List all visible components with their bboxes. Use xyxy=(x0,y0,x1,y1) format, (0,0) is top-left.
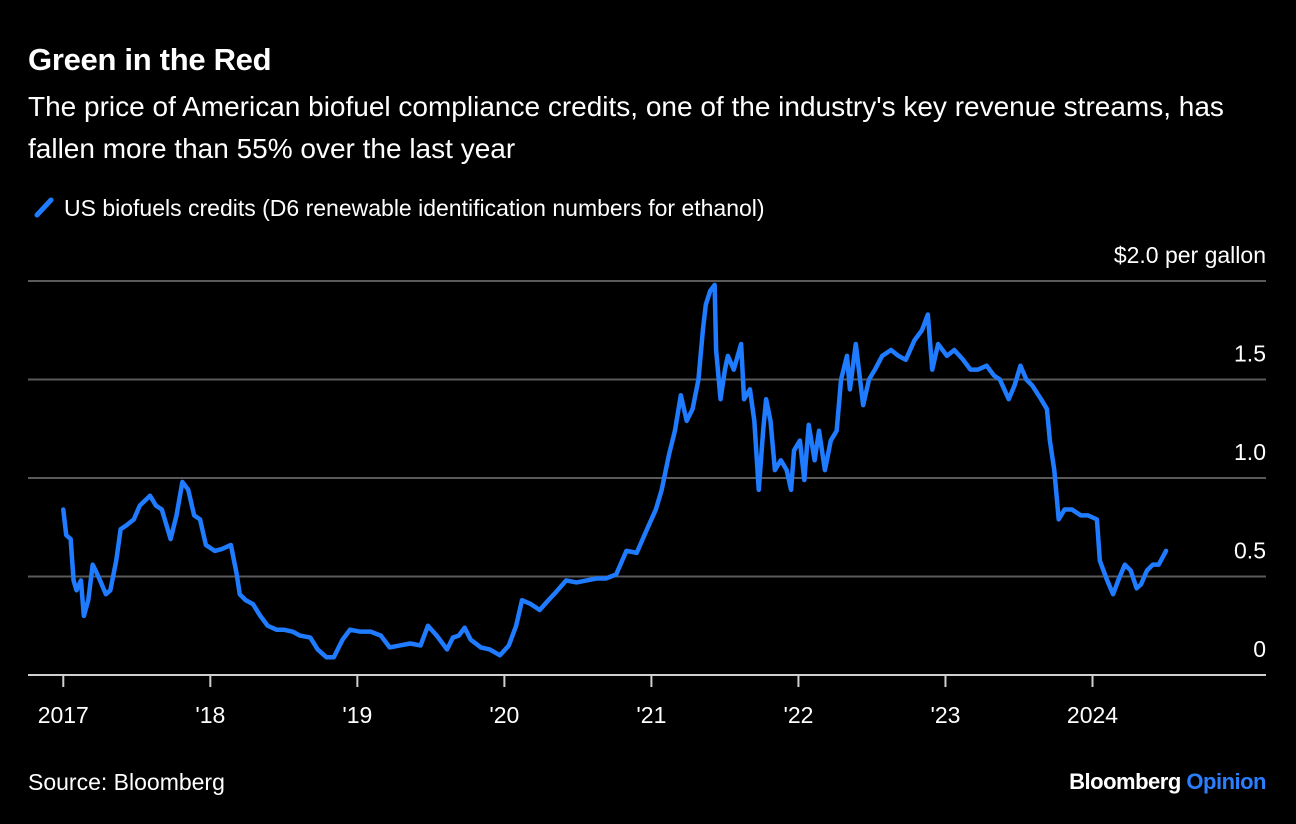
y-tick-label: 1.5 xyxy=(1234,341,1266,367)
y-tick-label: 0 xyxy=(1253,636,1266,662)
data-line xyxy=(61,282,1169,660)
y-tick-label: $2.0 per gallon xyxy=(1114,242,1266,268)
y-tick-label: 1.0 xyxy=(1234,439,1266,465)
legend-swatch xyxy=(34,197,54,218)
source-note: Source: Bloomberg xyxy=(28,769,225,795)
x-tick-label: '19 xyxy=(342,702,372,728)
x-tick-label: '18 xyxy=(195,702,225,728)
x-tick-label: '20 xyxy=(489,702,519,728)
legend-label: US biofuels credits (D6 renewable identi… xyxy=(64,195,765,221)
chart-subtitle: The price of American biofuel compliance… xyxy=(28,91,1224,164)
y-tick-label: 0.5 xyxy=(1234,538,1266,564)
chart-title: Green in the Red xyxy=(28,42,272,77)
x-tick-label: '23 xyxy=(930,702,960,728)
x-tick-label: 2017 xyxy=(38,702,89,728)
credit-brand: Bloomberg xyxy=(1069,769,1181,794)
credit: Bloomberg Opinion xyxy=(1069,769,1266,794)
x-tick-label: '22 xyxy=(783,702,813,728)
x-tick-label: '21 xyxy=(636,702,666,728)
x-tick-label: 2024 xyxy=(1067,702,1118,728)
credit-product: Opinion xyxy=(1186,769,1266,794)
